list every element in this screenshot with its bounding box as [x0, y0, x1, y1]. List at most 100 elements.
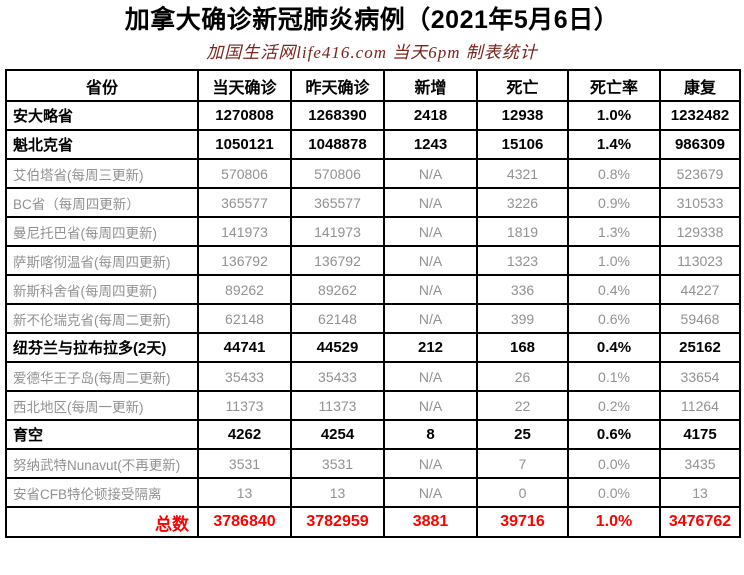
cell-today-confirmed: 570806	[197, 158, 292, 189]
cell-yesterday-confirmed: 136792	[290, 245, 385, 276]
cell-today-confirmed: 11373	[197, 390, 292, 421]
cell-new-cases: 1243	[383, 129, 478, 160]
cell-new-cases: N/A	[383, 361, 478, 392]
cell-today-confirmed: 365577	[197, 187, 292, 218]
cell-new-cases: N/A	[383, 274, 478, 305]
cell-death-rate: 0.6%	[567, 419, 661, 450]
cell-yesterday-confirmed: 11373	[290, 390, 385, 421]
cell-today-confirmed: 3531	[197, 448, 292, 479]
cell-total-yesterday: 3782959	[290, 506, 385, 538]
cell-recovered: 4175	[659, 419, 741, 450]
table-row: 魁北克省 1050121 1048878 1243 15106 1.4% 986…	[5, 129, 741, 160]
cell-today-confirmed: 13	[197, 477, 292, 508]
column-header-rate: 死亡率	[567, 69, 661, 102]
cell-yesterday-confirmed: 570806	[290, 158, 385, 189]
cell-yesterday-confirmed: 62148	[290, 303, 385, 334]
cell-deaths: 1819	[476, 216, 569, 247]
cell-province: 安大略省	[5, 100, 199, 131]
cell-today-confirmed: 4262	[197, 419, 292, 450]
cell-recovered: 986309	[659, 129, 741, 160]
cell-new-cases: N/A	[383, 303, 478, 334]
table-row: 安省CFB特伦顿接受隔离 13 13 N/A 0 0.0% 13	[5, 477, 741, 508]
table-row: 艾伯塔省(每周三更新) 570806 570806 N/A 4321 0.8% …	[5, 158, 741, 189]
cell-yesterday-confirmed: 13	[290, 477, 385, 508]
cell-deaths: 3226	[476, 187, 569, 218]
cell-deaths: 4321	[476, 158, 569, 189]
cell-deaths: 1323	[476, 245, 569, 276]
table-row: 西北地区(每周一更新) 11373 11373 N/A 22 0.2% 1126…	[5, 390, 741, 421]
cell-death-rate: 1.0%	[567, 100, 661, 131]
cell-province: 艾伯塔省(每周三更新)	[5, 158, 199, 189]
column-header-recovered: 康复	[659, 69, 741, 102]
cell-province: 育空	[5, 419, 199, 450]
table-row: 安大略省 1270808 1268390 2418 12938 1.0% 123…	[5, 100, 741, 131]
header-row: 省份 当天确诊 昨天确诊 新增 死亡 死亡率 康复	[5, 69, 741, 102]
covid-cases-table: 省份 当天确诊 昨天确诊 新增 死亡 死亡率 康复 安大略省 1270808 1…	[5, 69, 741, 538]
page-title: 加拿大确诊新冠肺炎病例（2021年5月6日）	[124, 6, 620, 34]
column-header-yesterday: 昨天确诊	[290, 69, 385, 102]
cell-recovered: 1232482	[659, 100, 741, 131]
page-subtitle: 加国生活网life416.com 当天6pm 制表统计	[206, 43, 538, 62]
cell-yesterday-confirmed: 1268390	[290, 100, 385, 131]
table-row: 爱德华王子岛(每周二更新) 35433 35433 N/A 26 0.1% 33…	[5, 361, 741, 392]
cell-death-rate: 1.4%	[567, 129, 661, 160]
cell-yesterday-confirmed: 365577	[290, 187, 385, 218]
table-row: 萨斯喀彻温省(每周四更新) 136792 136792 N/A 1323 1.0…	[5, 245, 741, 276]
table-row: 努纳武特Nunavut(不再更新) 3531 3531 N/A 7 0.0% 3…	[5, 448, 741, 479]
cell-today-confirmed: 141973	[197, 216, 292, 247]
cell-yesterday-confirmed: 89262	[290, 274, 385, 305]
cell-deaths: 0	[476, 477, 569, 508]
cell-province: BC省（每周四更新）	[5, 187, 199, 218]
cell-deaths: 399	[476, 303, 569, 334]
cell-death-rate: 0.0%	[567, 448, 661, 479]
cell-recovered: 523679	[659, 158, 741, 189]
cell-recovered: 33654	[659, 361, 741, 392]
cell-recovered: 59468	[659, 303, 741, 334]
cell-recovered: 310533	[659, 187, 741, 218]
cell-death-rate: 1.0%	[567, 245, 661, 276]
table-row: 育空 4262 4254 8 25 0.6% 4175	[5, 419, 741, 450]
cell-new-cases: N/A	[383, 390, 478, 421]
cell-death-rate: 0.2%	[567, 390, 661, 421]
cell-new-cases: 212	[383, 332, 478, 363]
cell-death-rate: 0.4%	[567, 274, 661, 305]
cell-recovered: 129338	[659, 216, 741, 247]
table-row: 新不伦瑞克省(每周二更新) 62148 62148 N/A 399 0.6% 5…	[5, 303, 741, 334]
cell-total-label: 总数	[5, 506, 199, 538]
cell-yesterday-confirmed: 1048878	[290, 129, 385, 160]
table-row: BC省（每周四更新） 365577 365577 N/A 3226 0.9% 3…	[5, 187, 741, 218]
cell-yesterday-confirmed: 4254	[290, 419, 385, 450]
cell-death-rate: 0.9%	[567, 187, 661, 218]
cell-total-rate: 1.0%	[567, 506, 661, 538]
cell-province: 安省CFB特伦顿接受隔离	[5, 477, 199, 508]
cell-recovered: 11264	[659, 390, 741, 421]
cell-new-cases: N/A	[383, 158, 478, 189]
column-header-deaths: 死亡	[476, 69, 569, 102]
cell-deaths: 7	[476, 448, 569, 479]
cell-today-confirmed: 1050121	[197, 129, 292, 160]
cell-total-recovered: 3476762	[659, 506, 741, 538]
cell-new-cases: 2418	[383, 100, 478, 131]
cell-yesterday-confirmed: 141973	[290, 216, 385, 247]
cell-today-confirmed: 136792	[197, 245, 292, 276]
cell-recovered: 25162	[659, 332, 741, 363]
cell-province: 魁北克省	[5, 129, 199, 160]
table-row: 纽芬兰与拉布拉多(2天) 44741 44529 212 168 0.4% 25…	[5, 332, 741, 363]
cell-province: 纽芬兰与拉布拉多(2天)	[5, 332, 199, 363]
column-header-province: 省份	[5, 69, 199, 102]
cell-recovered: 13	[659, 477, 741, 508]
cell-total-deaths: 39716	[476, 506, 569, 538]
cell-death-rate: 0.4%	[567, 332, 661, 363]
cell-recovered: 44227	[659, 274, 741, 305]
cell-today-confirmed: 44741	[197, 332, 292, 363]
table-row: 新斯科舍省(每周四更新) 89262 89262 N/A 336 0.4% 44…	[5, 274, 741, 305]
cell-deaths: 22	[476, 390, 569, 421]
table-body: 安大略省 1270808 1268390 2418 12938 1.0% 123…	[5, 100, 741, 508]
column-header-new: 新增	[383, 69, 478, 102]
table-row: 曼尼托巴省(每周四更新) 141973 141973 N/A 1819 1.3%…	[5, 216, 741, 247]
cell-today-confirmed: 62148	[197, 303, 292, 334]
cell-new-cases: N/A	[383, 216, 478, 247]
cell-yesterday-confirmed: 3531	[290, 448, 385, 479]
cell-province: 爱德华王子岛(每周二更新)	[5, 361, 199, 392]
total-row: 总数 3786840 3782959 3881 39716 1.0% 34767…	[5, 506, 741, 538]
